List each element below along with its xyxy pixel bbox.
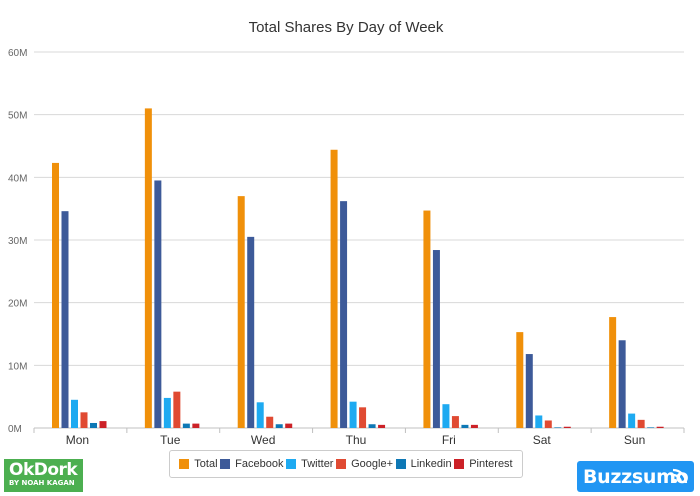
bar-facebook-thu (340, 201, 348, 428)
y-tick-label: 60M (8, 48, 27, 59)
x-tick-label: Thu (346, 433, 367, 447)
bar-pinterest-sat (563, 426, 571, 428)
legend-item-facebook[interactable]: Facebook (220, 458, 283, 470)
bars (52, 108, 664, 429)
x-axis-ticks: Mon Tue Wed Thu Fri Sat Sun (33, 428, 685, 447)
y-tick-label: 0M (8, 424, 22, 435)
bar-linkedin-thu (368, 424, 376, 428)
bar-facebook-mon (61, 211, 69, 428)
bar-pinterest-fri (470, 424, 478, 428)
bar-total-tue (144, 108, 152, 429)
bar-twitter-fri (442, 404, 450, 428)
signal-icon (672, 468, 688, 484)
bar-google-wed (266, 416, 274, 428)
legend-item-linkedin[interactable]: Linkedin (395, 458, 452, 470)
legend-label: Total (194, 458, 218, 470)
legend-swatch (336, 459, 347, 469)
bar-google-thu (359, 407, 367, 428)
bar-facebook-fri (432, 250, 440, 428)
legend-swatch (395, 459, 406, 469)
bar-total-fri (423, 210, 431, 428)
bar-twitter-sun (628, 413, 636, 428)
bar-linkedin-fri (461, 424, 469, 428)
okdork-logo-subtext: BY NOAH KAGAN (9, 479, 75, 487)
bar-facebook-wed (247, 236, 255, 428)
bar-pinterest-wed (285, 423, 293, 428)
y-tick-label: 10M (8, 361, 27, 372)
legend-label: Facebook (235, 458, 284, 470)
bar-twitter-mon (71, 399, 78, 428)
bar-facebook-sun (618, 340, 626, 428)
legend-item-pinterest[interactable]: Pinterest (454, 458, 513, 470)
grid-lines (34, 51, 684, 429)
legend-label: Pinterest (469, 458, 513, 470)
buzzsumo-logo-text: Buzzsumo (583, 465, 689, 488)
bar-pinterest-mon (99, 421, 107, 428)
x-tick-label: Sat (533, 433, 552, 447)
bar-pinterest-tue (192, 423, 200, 428)
bar-twitter-sat (535, 415, 543, 428)
legend-label: Twitter (301, 458, 334, 470)
y-tick-label: 40M (8, 173, 27, 184)
bar-linkedin-mon (90, 422, 97, 428)
bar-facebook-sat (525, 354, 533, 428)
y-tick-label: 20M (8, 299, 27, 310)
okdork-logo: OkDork BY NOAH KAGAN (4, 459, 83, 492)
y-tick-label: 30M (8, 236, 27, 247)
legend-item-twitter[interactable]: Twitter (286, 458, 333, 470)
bar-linkedin-wed (275, 424, 283, 428)
bar-pinterest-sun (656, 426, 664, 428)
bar-total-thu (330, 149, 338, 428)
x-tick-label: Wed (251, 433, 275, 447)
legend-item-google[interactable]: Google+ (336, 458, 393, 470)
legend-swatch (179, 459, 190, 469)
legend-label: Google+ (351, 458, 393, 470)
bar-twitter-thu (349, 401, 357, 428)
bar-linkedin-sat (554, 427, 562, 428)
bar-google-sat (544, 420, 552, 428)
legend-swatch (286, 459, 297, 469)
bar-twitter-tue (163, 397, 171, 428)
bar-facebook-tue (154, 180, 162, 428)
bar-google-sun (637, 419, 645, 428)
bar-pinterest-thu (378, 424, 386, 428)
x-tick-label: Sun (624, 433, 645, 447)
chart-svg: Total Shares By Day of Week 0M 10M 20M 30M 4… (8, 19, 685, 447)
bar-total-mon (52, 162, 59, 429)
y-axis-ticks: 0M 10M 20M 30M 40M 50M 60M (8, 48, 27, 435)
y-tick-label: 50M (8, 111, 27, 122)
bar-total-sat (516, 332, 524, 428)
bar-linkedin-tue (182, 423, 190, 428)
bar-google-fri (451, 416, 459, 428)
bar-twitter-wed (256, 402, 264, 428)
bar-linkedin-sun (647, 427, 655, 428)
chart-title: Total Shares By Day of Week (249, 19, 444, 36)
legend-label: Linkedin (410, 458, 452, 470)
bar-total-sun (609, 317, 617, 428)
legend-swatch (454, 459, 465, 469)
x-tick-label: Tue (160, 433, 181, 447)
bar-google-tue (173, 391, 181, 428)
bar-google-mon (80, 412, 88, 428)
okdork-logo-text: OkDork (9, 460, 78, 480)
x-tick-label: Mon (66, 433, 89, 447)
bar-total-wed (237, 196, 245, 428)
legend: Total Facebook Twitter Google+ Linkedin Pinte… (169, 450, 523, 478)
legend-swatch (220, 459, 231, 469)
x-tick-label: Fri (442, 433, 456, 447)
buzzsumo-logo: Buzzsumo (577, 461, 694, 492)
legend-item-total[interactable]: Total (179, 458, 218, 470)
